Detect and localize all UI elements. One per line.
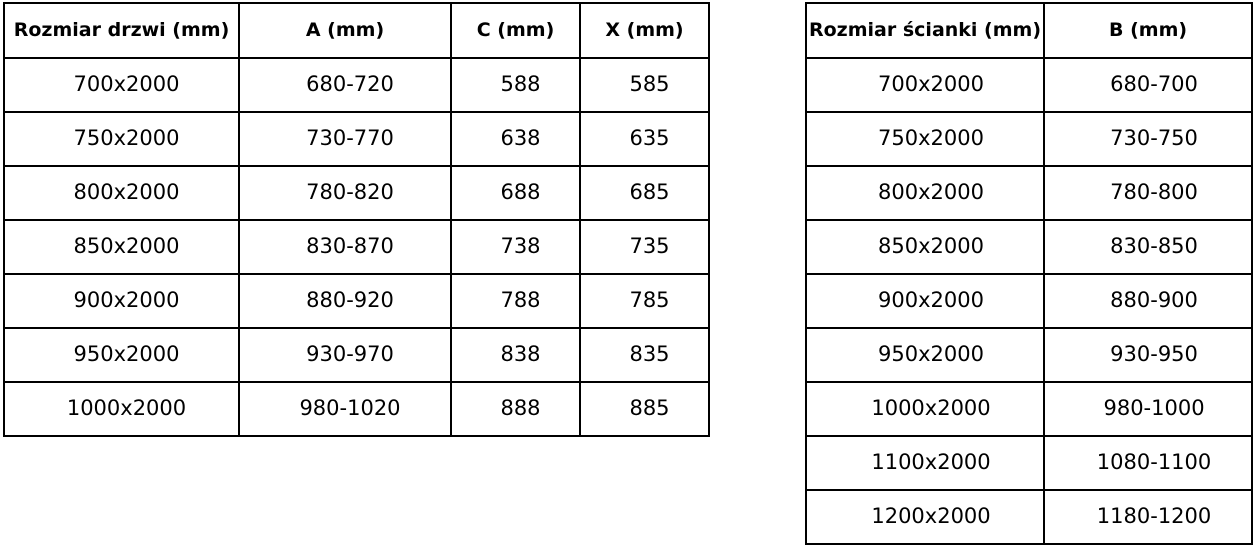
cell-c: 588 [450, 57, 581, 113]
cell-a: 680-720 [238, 57, 452, 113]
cell-a: 730-770 [238, 111, 452, 167]
column-header-size: Rozmiar ścianki (mm) [804, 2, 1046, 59]
cell-a: 830-870 [238, 219, 452, 275]
table-header-row: Rozmiar ścianki (mm) B (mm) [804, 2, 1254, 59]
cell-c: 888 [450, 381, 581, 437]
cell-size: 900x2000 [3, 273, 240, 329]
wall-table-header: Rozmiar ścianki (mm) B (mm) [804, 2, 1254, 59]
cell-size: 800x2000 [804, 165, 1046, 221]
cell-size: 1000x2000 [804, 381, 1046, 437]
table-row: 900x2000 880-920 788 785 [3, 273, 710, 329]
table-row: 1000x2000 980-1000 [804, 381, 1254, 437]
cell-x: 785 [579, 273, 710, 329]
wall-table-body: 700x2000 680-700 750x2000 730-750 800x2000 78… [804, 57, 1254, 545]
cell-b: 980-1000 [1043, 381, 1254, 437]
table-row: 750x2000 730-750 [804, 111, 1254, 167]
table-row: 850x2000 830-850 [804, 219, 1254, 275]
cell-size: 750x2000 [804, 111, 1046, 167]
table-row: 1200x2000 1180-1200 [804, 489, 1254, 545]
cell-size: 950x2000 [804, 327, 1046, 383]
column-header-x: X (mm) [579, 2, 710, 59]
door-size-table: Rozmiar drzwi (mm) A (mm) C (mm) X (mm) 700… [3, 2, 710, 437]
column-header-c: C (mm) [450, 2, 581, 59]
table-row: 800x2000 780-800 [804, 165, 1254, 221]
cell-b: 1180-1200 [1043, 489, 1254, 545]
table-row: 700x2000 680-720 588 585 [3, 57, 710, 113]
table-row: 750x2000 730-770 638 635 [3, 111, 710, 167]
column-header-a: A (mm) [238, 2, 452, 59]
table-header-row: Rozmiar drzwi (mm) A (mm) C (mm) X (mm) [3, 2, 710, 59]
cell-size: 850x2000 [804, 219, 1046, 275]
table-row: 1100x2000 1080-1100 [804, 435, 1254, 491]
cell-size: 1100x2000 [804, 435, 1046, 491]
cell-x: 685 [579, 165, 710, 221]
cell-x: 585 [579, 57, 710, 113]
cell-size: 700x2000 [3, 57, 240, 113]
cell-b: 880-900 [1043, 273, 1254, 329]
cell-size: 900x2000 [804, 273, 1046, 329]
table-row: 700x2000 680-700 [804, 57, 1254, 113]
cell-a: 880-920 [238, 273, 452, 329]
cell-size: 700x2000 [804, 57, 1046, 113]
cell-x: 735 [579, 219, 710, 275]
cell-x: 885 [579, 381, 710, 437]
cell-c: 788 [450, 273, 581, 329]
table-row: 800x2000 780-820 688 685 [3, 165, 710, 221]
cell-b: 680-700 [1043, 57, 1254, 113]
column-header-b: B (mm) [1043, 2, 1254, 59]
cell-c: 638 [450, 111, 581, 167]
door-table-header: Rozmiar drzwi (mm) A (mm) C (mm) X (mm) [3, 2, 710, 59]
cell-a: 980-1020 [238, 381, 452, 437]
cell-size: 750x2000 [3, 111, 240, 167]
table-row: 950x2000 930-970 838 835 [3, 327, 710, 383]
cell-b: 830-850 [1043, 219, 1254, 275]
cell-size: 1000x2000 [3, 381, 240, 437]
cell-x: 635 [579, 111, 710, 167]
cell-size: 950x2000 [3, 327, 240, 383]
cell-b: 730-750 [1043, 111, 1254, 167]
column-header-size: Rozmiar drzwi (mm) [3, 2, 240, 59]
table-row: 1000x2000 980-1020 888 885 [3, 381, 710, 437]
cell-c: 838 [450, 327, 581, 383]
cell-b: 930-950 [1043, 327, 1254, 383]
table-row: 950x2000 930-950 [804, 327, 1254, 383]
door-table-body: 700x2000 680-720 588 585 750x2000 730-770 638 6… [3, 57, 710, 437]
cell-c: 738 [450, 219, 581, 275]
cell-a: 780-820 [238, 165, 452, 221]
cell-x: 835 [579, 327, 710, 383]
cell-c: 688 [450, 165, 581, 221]
cell-size: 1200x2000 [804, 489, 1046, 545]
cell-b: 1080-1100 [1043, 435, 1254, 491]
cell-b: 780-800 [1043, 165, 1254, 221]
cell-a: 930-970 [238, 327, 452, 383]
table-row: 900x2000 880-900 [804, 273, 1254, 329]
wall-size-table: Rozmiar ścianki (mm) B (mm) 700x2000 680-7… [804, 2, 1254, 545]
cell-size: 800x2000 [3, 165, 240, 221]
cell-size: 850x2000 [3, 219, 240, 275]
table-row: 850x2000 830-870 738 735 [3, 219, 710, 275]
